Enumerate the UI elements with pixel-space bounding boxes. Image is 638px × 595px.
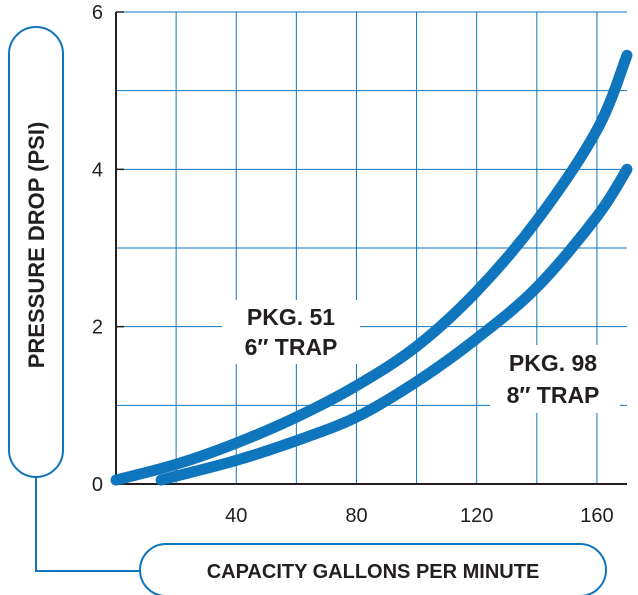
series-label-pkg98: PKG. 98 8″ TRAP [490, 345, 620, 413]
series-label-pkg98-line1: PKG. 98 [509, 350, 597, 376]
series-line-pkg51 [110, 49, 633, 486]
x-tick-label: 120 [460, 505, 493, 527]
y-tick-label: 0 [92, 474, 103, 496]
axes [115, 12, 627, 485]
series-label-pkg51: PKG. 51 6″ TRAP [222, 300, 360, 364]
x-tick-label: 80 [345, 505, 367, 527]
x-axis-title: CAPACITY GALLONS PER MINUTE [207, 561, 540, 583]
series-label-pkg98-bg [490, 345, 620, 413]
axis-title-connector [35, 477, 142, 572]
y-tick-label: 6 [92, 2, 103, 24]
series-label-pkg51-bg [222, 300, 360, 364]
series-label-pkg51-line2: 6″ TRAP [245, 334, 338, 360]
x-axis-title-frame [139, 543, 607, 595]
y-tick-label: 4 [92, 159, 103, 181]
y-tick-label: 2 [92, 317, 103, 339]
series-label-pkg51-line1: PKG. 51 [247, 304, 335, 330]
series [110, 49, 633, 486]
series-label-pkg98-line2: 8″ TRAP [507, 382, 600, 408]
x-tick-label: 40 [225, 505, 247, 527]
y-axis-title: PRESSURE DROP (PSI) [24, 122, 49, 369]
series-line-pkg98 [155, 163, 633, 486]
y-axis-title-box: PRESSURE DROP (PSI) [8, 26, 64, 478]
grid [116, 11, 627, 484]
x-axis-title-box: CAPACITY GALLONS PER MINUTE [139, 543, 607, 595]
tick-labels: 0 2 4 6 40 80 120 160 [92, 2, 614, 527]
x-tick-label: 160 [580, 505, 613, 527]
